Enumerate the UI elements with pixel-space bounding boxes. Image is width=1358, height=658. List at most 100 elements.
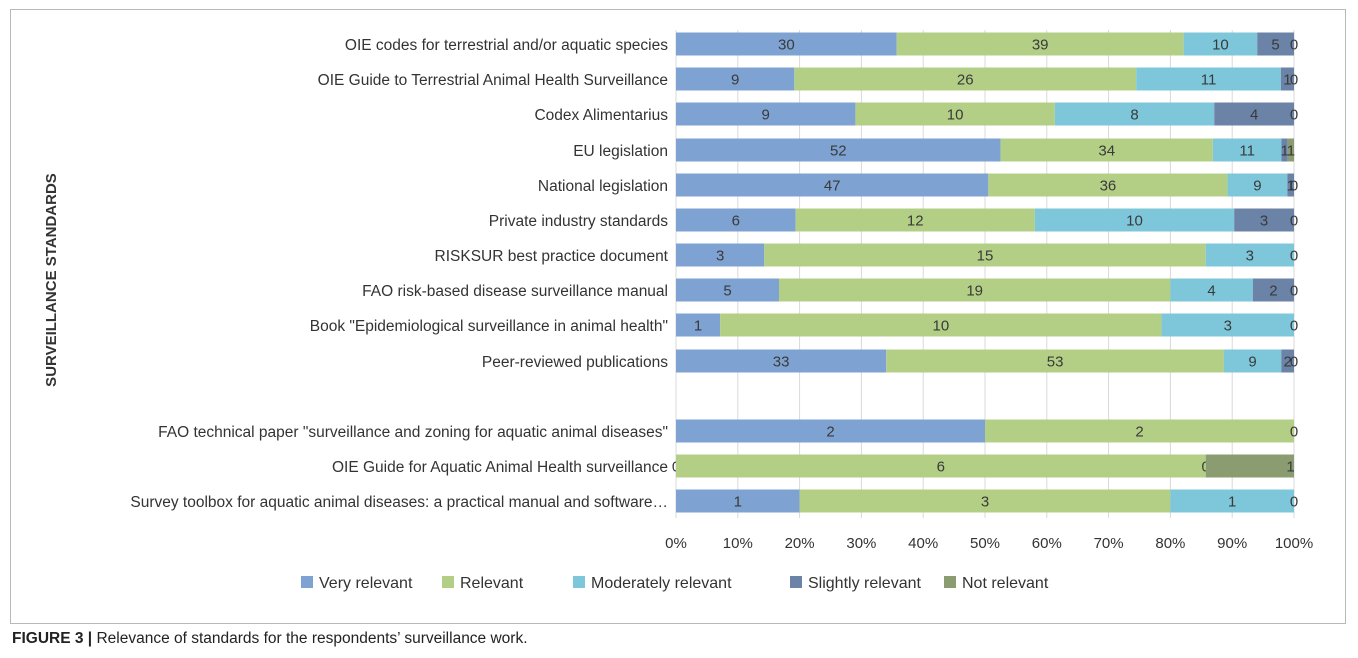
data-label: 1 xyxy=(694,318,702,335)
data-label: 0 xyxy=(1290,107,1298,124)
x-tick-label: 10% xyxy=(723,535,753,552)
bar-segment xyxy=(1034,208,1235,232)
bar-segment xyxy=(779,278,1171,302)
bar-segment xyxy=(1000,138,1213,162)
bar-segment xyxy=(676,102,856,126)
bar-segment xyxy=(676,419,985,443)
bar-segment xyxy=(764,243,1206,267)
data-label: 4 xyxy=(1250,107,1258,124)
category-label: National legislation xyxy=(538,178,668,195)
category-label: FAO risk-based disease surveillance manu… xyxy=(362,283,668,300)
legend-swatch xyxy=(301,576,313,588)
figure-caption: FIGURE 3 | Relevance of standards for th… xyxy=(12,630,528,648)
x-tick-label: 50% xyxy=(970,535,1000,552)
bar-segment xyxy=(1205,454,1294,478)
data-label: 3 xyxy=(716,248,724,265)
bar-segment xyxy=(1234,208,1294,232)
data-label: 0 xyxy=(1290,318,1298,335)
category-label: Book "Epidemiological surveillance in an… xyxy=(310,318,668,335)
bar-segment xyxy=(676,173,989,197)
bar-segment xyxy=(1136,67,1281,91)
bar-segment xyxy=(886,349,1224,373)
bar-segment xyxy=(1170,278,1253,302)
data-label: 1 xyxy=(1287,178,1295,195)
category-label: RISKSUR best practice document xyxy=(435,248,669,265)
bar-segment xyxy=(799,489,1171,513)
x-tick-label: 80% xyxy=(1155,535,1185,552)
bar-segment xyxy=(1281,138,1288,162)
bar-segment xyxy=(1183,32,1258,56)
bar-segment xyxy=(1205,243,1294,267)
bar-segment xyxy=(676,67,795,91)
data-label: 10 xyxy=(1126,213,1143,230)
data-label: 8 xyxy=(1130,107,1138,124)
bar-segment xyxy=(676,313,721,337)
data-label: 2 xyxy=(1283,354,1291,371)
category-label: Survey toolbox for aquatic animal diseas… xyxy=(130,494,668,511)
data-label: 2 xyxy=(1135,424,1143,441)
data-label: 33 xyxy=(773,354,790,371)
category-label: OIE Guide to Terrestrial Animal Health S… xyxy=(318,72,668,89)
data-label: 0 xyxy=(1290,248,1298,265)
data-label: 3 xyxy=(1224,318,1232,335)
data-label: 6 xyxy=(732,213,740,230)
bar-segment xyxy=(676,208,796,232)
x-tick-label: 60% xyxy=(1032,535,1062,552)
data-label: 0 xyxy=(1290,213,1298,230)
data-label: 34 xyxy=(1098,143,1115,160)
y-axis-title: SURVEILLANCE STANDARDS xyxy=(43,173,60,387)
data-label: 11 xyxy=(1201,72,1217,89)
data-label: 26 xyxy=(957,72,974,89)
data-label: 10 xyxy=(1212,37,1229,54)
x-tick-label: 40% xyxy=(908,535,938,552)
bar-segment xyxy=(855,102,1055,126)
bar-segment xyxy=(1212,138,1282,162)
bar-segment xyxy=(676,454,1206,478)
data-label: 1 xyxy=(1228,494,1236,511)
data-label: 1 xyxy=(1286,459,1294,476)
bar-segment xyxy=(676,489,800,513)
bar-segment xyxy=(720,313,1162,337)
data-label: 1 xyxy=(734,494,742,511)
legend-swatch xyxy=(442,576,454,588)
bar-segment xyxy=(985,419,1294,443)
data-label: 30 xyxy=(778,37,795,54)
data-label: 9 xyxy=(1253,178,1261,195)
data-label: 0 xyxy=(1290,178,1298,195)
legend-label: Not relevant xyxy=(962,575,1049,592)
legend-label: Very relevant xyxy=(319,575,413,592)
category-label: OIE codes for terrestrial and/or aquatic… xyxy=(345,37,668,54)
bar-segment xyxy=(676,349,887,373)
data-label: 11 xyxy=(1239,143,1255,160)
bar-segment xyxy=(1223,349,1282,373)
data-label: 0 xyxy=(1290,283,1298,300)
bar-segment xyxy=(676,138,1001,162)
bar-segment xyxy=(1280,67,1294,91)
data-label: 0 xyxy=(1290,354,1298,371)
data-label: 10 xyxy=(933,318,950,335)
legend-label: Moderately relevant xyxy=(591,575,732,592)
x-tick-label: 0% xyxy=(665,535,687,552)
data-label: 0 xyxy=(1290,72,1298,89)
legend-swatch xyxy=(573,576,585,588)
data-label: 12 xyxy=(907,213,924,230)
data-label: 5 xyxy=(723,283,731,300)
data-label: 6 xyxy=(937,459,945,476)
data-label: 19 xyxy=(966,283,983,300)
data-label: 1 xyxy=(1283,72,1291,89)
data-label: 36 xyxy=(1100,178,1117,195)
category-label: Codex Alimentarius xyxy=(534,107,668,124)
data-label: 39 xyxy=(1032,37,1049,54)
bar-segment xyxy=(794,67,1137,91)
bar-segment xyxy=(1281,349,1294,373)
bar-segment xyxy=(1214,102,1294,126)
data-label: 52 xyxy=(830,143,847,160)
data-label: 53 xyxy=(1047,354,1064,371)
data-label: 15 xyxy=(977,248,994,265)
data-label: 47 xyxy=(824,178,841,195)
legend-swatch xyxy=(944,576,956,588)
x-tick-label: 30% xyxy=(846,535,876,552)
data-label: 3 xyxy=(1260,213,1268,230)
category-label: OIE Guide for Aquatic Animal Health surv… xyxy=(332,459,668,476)
data-label: 1 xyxy=(1287,143,1295,160)
